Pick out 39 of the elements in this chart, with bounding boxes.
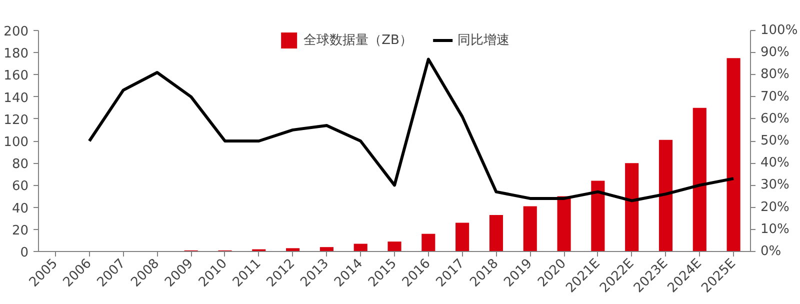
y-tick-label: 20 [12,223,29,238]
bar [456,222,470,252]
bar [692,108,706,252]
y-tick-label: 100 [4,135,29,150]
legend-label: 同比增速 [457,32,510,49]
y-tick-label: 40 [12,201,29,216]
y-tick-label: 200 [4,24,29,40]
y2-tick-label: 30% [760,178,790,193]
bar [591,180,605,252]
y-tick-label: 80 [12,157,29,172]
bar [422,234,436,252]
legend-label: 全球数据量（ZB） [304,32,412,49]
bar [354,244,368,252]
y2-tick-label: 90% [760,45,790,60]
y2-tick-label: 50% [760,134,790,148]
bar [726,58,740,252]
y2-tick-label: 70% [760,89,790,104]
y2-tick-label: 80% [760,67,790,82]
y2-tick-label: 60% [760,111,790,126]
bar [320,247,334,252]
line-series [88,58,736,202]
y2-tick-label: 0% [760,244,782,259]
bar [557,196,571,252]
y-tick-label: 180 [4,46,29,62]
y2-tick-label: 10% [760,222,790,237]
y-tick-label: 120 [4,112,29,128]
y2-tick-label: 100% [760,23,798,38]
bar [625,163,639,252]
bar [658,140,673,252]
y2-tick-label: 20% [760,200,790,215]
bar [286,248,300,252]
bar [388,242,402,252]
bar [489,215,503,252]
y-tick-label: 160 [4,68,29,84]
y-tick-label: 0 [20,246,29,260]
bar [523,206,537,252]
y-tick-label: 140 [4,90,29,106]
y-tick-label: 60 [12,179,29,194]
y2-tick-label: 40% [760,156,790,171]
